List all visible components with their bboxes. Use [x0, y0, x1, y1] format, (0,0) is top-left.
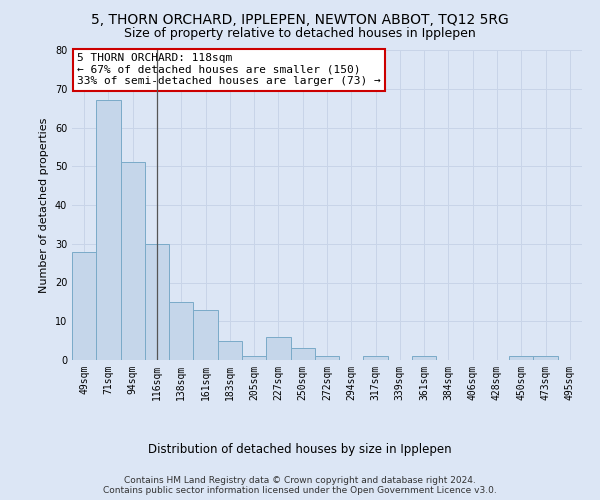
- Bar: [121, 162, 145, 360]
- Bar: [72, 252, 96, 360]
- Bar: [315, 356, 339, 360]
- Bar: [412, 356, 436, 360]
- Bar: [96, 100, 121, 360]
- Bar: [242, 356, 266, 360]
- Bar: [193, 310, 218, 360]
- Text: Contains HM Land Registry data © Crown copyright and database right 2024.
Contai: Contains HM Land Registry data © Crown c…: [103, 476, 497, 495]
- Y-axis label: Number of detached properties: Number of detached properties: [39, 118, 49, 292]
- Bar: [169, 302, 193, 360]
- Bar: [290, 348, 315, 360]
- Bar: [509, 356, 533, 360]
- Text: 5, THORN ORCHARD, IPPLEPEN, NEWTON ABBOT, TQ12 5RG: 5, THORN ORCHARD, IPPLEPEN, NEWTON ABBOT…: [91, 12, 509, 26]
- Bar: [266, 337, 290, 360]
- Text: Size of property relative to detached houses in Ipplepen: Size of property relative to detached ho…: [124, 28, 476, 40]
- Text: Distribution of detached houses by size in Ipplepen: Distribution of detached houses by size …: [148, 442, 452, 456]
- Bar: [218, 340, 242, 360]
- Bar: [364, 356, 388, 360]
- Bar: [145, 244, 169, 360]
- Bar: [533, 356, 558, 360]
- Text: 5 THORN ORCHARD: 118sqm
← 67% of detached houses are smaller (150)
33% of semi-d: 5 THORN ORCHARD: 118sqm ← 67% of detache…: [77, 53, 381, 86]
